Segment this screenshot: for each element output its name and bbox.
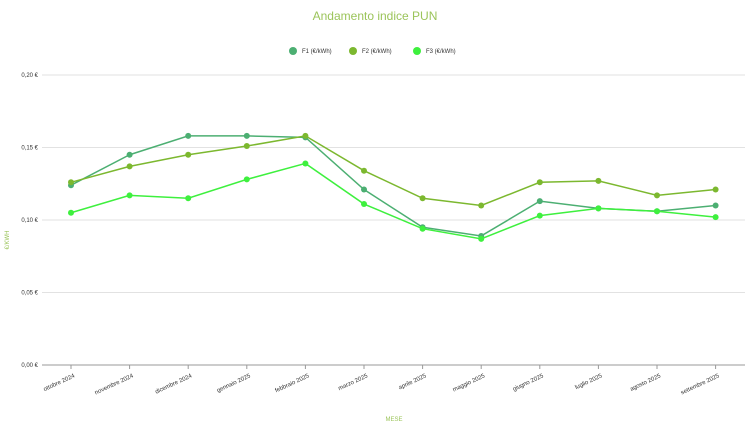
series-line — [70, 135, 716, 207]
data-point[interactable] — [243, 132, 250, 139]
data-point[interactable] — [361, 167, 367, 174]
legend-label[interactable]: F1 (€/kWh) — [302, 49, 332, 55]
data-point[interactable] — [595, 177, 602, 184]
x-tick-label: giugno 2025 — [512, 373, 545, 393]
x-tick-label: marzo 2025 — [338, 373, 370, 392]
x-tick-label: luglio 2025 — [574, 373, 603, 391]
data-point[interactable] — [126, 151, 133, 158]
x-tick-label: aprile 2025 — [398, 373, 428, 391]
data-point[interactable] — [712, 202, 719, 209]
data-point[interactable] — [654, 208, 660, 215]
data-point[interactable] — [302, 160, 309, 167]
data-point[interactable] — [419, 195, 426, 202]
data-point[interactable] — [361, 186, 367, 193]
x-axis-title: MESE — [385, 417, 402, 423]
y-tick-label: 0,20 € — [21, 73, 38, 79]
x-tick-label: gennaio 2025 — [216, 373, 252, 394]
x-tick-label: agosto 2025 — [629, 373, 662, 393]
data-point[interactable] — [126, 163, 133, 170]
legend-label[interactable]: F2 (€/kWh) — [362, 49, 392, 55]
x-tick-label: febbraio 2025 — [274, 373, 310, 394]
x-tick-label: ottobre 2024 — [43, 373, 77, 393]
data-point[interactable] — [302, 132, 309, 139]
y-axis-title: €/KWH — [5, 230, 11, 249]
data-point[interactable] — [185, 195, 192, 202]
data-point[interactable] — [68, 209, 74, 216]
data-point[interactable] — [243, 143, 250, 150]
y-tick-label: 0,10 € — [21, 218, 38, 224]
legend: F1 (€/kWh) F2 (€/kWh) F3 (€/kWh) — [289, 47, 456, 55]
data-point[interactable] — [712, 186, 719, 193]
x-tick-label: maggio 2025 — [452, 373, 487, 393]
x-tick-label: settembre 2025 — [680, 373, 721, 396]
data-point[interactable] — [536, 212, 543, 219]
data-point[interactable] — [536, 179, 543, 186]
y-tick-label: 0,00 € — [21, 363, 38, 369]
legend-marker — [289, 47, 297, 55]
legend-label[interactable]: F3 (€/kWh) — [426, 49, 456, 55]
series-line — [70, 162, 716, 240]
legend-marker — [349, 47, 357, 55]
data-point[interactable] — [478, 202, 485, 209]
data-point[interactable] — [595, 205, 602, 212]
legend-marker — [413, 47, 421, 55]
series-lines — [68, 132, 719, 242]
data-point[interactable] — [68, 179, 74, 186]
x-tick-label: dicembre 2024 — [155, 373, 194, 395]
grid: 0,00 € 0,05 € 0,10 € 0,15 € 0,20 € — [21, 73, 745, 369]
chart-title: Andamento indice PUN — [313, 9, 438, 23]
y-tick-label: 0,15 € — [21, 146, 38, 152]
data-point[interactable] — [361, 201, 367, 208]
data-point[interactable] — [654, 192, 660, 199]
x-axis-labels: ottobre 2024 novembre 2024 dicembre 2024 ge… — [43, 365, 721, 396]
data-point[interactable] — [478, 235, 485, 242]
data-point[interactable] — [185, 132, 192, 139]
data-point[interactable] — [185, 151, 192, 158]
y-tick-label: 0,05 € — [21, 291, 38, 297]
x-tick-label: novembre 2024 — [94, 373, 135, 396]
data-point[interactable] — [712, 214, 719, 221]
data-point[interactable] — [243, 176, 250, 183]
data-point[interactable] — [419, 225, 426, 232]
data-point[interactable] — [536, 198, 543, 205]
data-point[interactable] — [126, 192, 133, 199]
